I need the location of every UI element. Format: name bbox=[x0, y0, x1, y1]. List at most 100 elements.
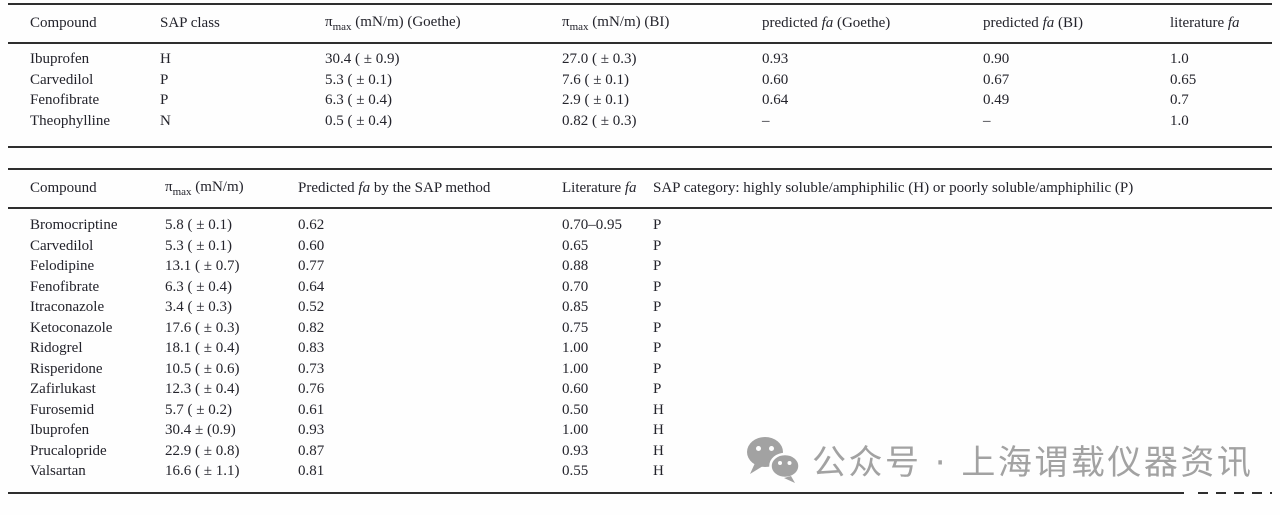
rule-solid-segment bbox=[8, 491, 1184, 494]
watermark: 公众号 · 上海谓载仪器资讯 bbox=[744, 434, 1253, 484]
table-row: Felodipine 13.1 ( ± 0.7) 0.77 0.88 P bbox=[8, 256, 1272, 277]
table-cell: 30.4 ± (0.9) bbox=[165, 422, 236, 438]
table-cell: P bbox=[653, 237, 662, 254]
table-row: Ibuprofen 30.4 ± (0.9) 0.93 1.00 H bbox=[8, 420, 1272, 441]
table-row: Furosemid 5.7 ( ± 0.2) 0.61 0.50 H bbox=[8, 400, 1272, 421]
table-cell: Ketoconazole bbox=[30, 319, 113, 336]
table-cell: 1.00 bbox=[562, 360, 589, 377]
table-row: Itraconazole 3.4 ( ± 0.3) 0.52 0.85 P bbox=[8, 297, 1272, 318]
table-cell: 0.81 bbox=[298, 463, 325, 479]
table-cell: 0.82 bbox=[298, 319, 325, 336]
table-cell: 0.70 bbox=[562, 278, 589, 295]
table-cell: 6.3 ( ± 0.4) bbox=[325, 92, 392, 108]
table-cell: P bbox=[160, 92, 169, 108]
table-row: Fenofibrate P 6.3 ( ± 0.4) 2.9 ( ± 0.1) 0.64… bbox=[8, 90, 1272, 111]
col-header-predicted-fa-sap: Predicted fa by the SAP method bbox=[298, 180, 491, 196]
table-cell: 16.6 ( ± 1.1) bbox=[165, 463, 240, 479]
table-cell: 1.00 bbox=[562, 422, 589, 438]
table-cell: 1.0 bbox=[1170, 112, 1189, 129]
table-row: Bromocriptine 5.8 ( ± 0.1) 0.62 0.70–0.95 P bbox=[8, 215, 1272, 236]
table-cell: Fenofibrate bbox=[30, 278, 100, 295]
table-row: Valsartan 16.6 ( ± 1.1) 0.81 0.55 H bbox=[8, 461, 1272, 482]
table-cell: Ibuprofen bbox=[30, 51, 90, 67]
table-cell: P bbox=[653, 258, 662, 274]
table-cell: Carvedilol bbox=[30, 237, 94, 254]
table-cell: 10.5 ( ± 0.6) bbox=[165, 360, 240, 377]
table-row: Prucalopride 22.9 ( ± 0.8) 0.87 0.93 H bbox=[8, 441, 1272, 462]
col-header-sap-class: SAP class bbox=[160, 15, 220, 31]
wechat-icon bbox=[744, 435, 802, 483]
table2-header-row: Compound πmax (mN/m) Predicted fa by the… bbox=[8, 170, 1272, 209]
table-cell: H bbox=[653, 442, 664, 459]
table-cell: 1.00 bbox=[562, 340, 589, 356]
table-cell: 0.65 bbox=[562, 237, 589, 254]
table-cell: Bromocriptine bbox=[30, 217, 118, 233]
table-cell: 0.76 bbox=[298, 381, 325, 397]
table-cell: 0.55 bbox=[562, 463, 589, 479]
table-cell: – bbox=[762, 112, 770, 129]
table-cell: 22.9 ( ± 0.8) bbox=[165, 442, 240, 459]
col-header-literature-fa: literature fa bbox=[1170, 15, 1240, 31]
table-row: Carvedilol P 5.3 ( ± 0.1) 7.6 ( ± 0.1) 0.60 0… bbox=[8, 70, 1272, 91]
table-cell: 0.7 bbox=[1170, 92, 1189, 108]
col-header-sap-category: SAP category: highly soluble/amphiphilic… bbox=[653, 180, 1134, 196]
table-cell: 5.3 ( ± 0.1) bbox=[325, 71, 392, 88]
table-cell: 0.60 bbox=[762, 71, 789, 88]
table-cell: H bbox=[653, 463, 664, 479]
table-cell: 0.87 bbox=[298, 442, 325, 459]
table-cell: P bbox=[653, 360, 662, 377]
table-row: Ketoconazole 17.6 ( ± 0.3) 0.82 0.75 P bbox=[8, 318, 1272, 339]
table-cell: 0.60 bbox=[562, 381, 589, 397]
table-cell: 12.3 ( ± 0.4) bbox=[165, 381, 240, 397]
table-cell: 0.93 bbox=[562, 442, 589, 459]
table-cell: Ridogrel bbox=[30, 340, 83, 356]
table-cell: Theophylline bbox=[30, 112, 110, 129]
col-header-pimax-bi: πmax (mN/m) (BI) bbox=[562, 14, 670, 33]
col-header-literature-fa: Literature fa bbox=[562, 180, 637, 196]
table-cell: 0.93 bbox=[762, 51, 789, 67]
table-cell: 18.1 ( ± 0.4) bbox=[165, 340, 240, 356]
table-cell: 13.1 ( ± 0.7) bbox=[165, 258, 240, 274]
table-cell: 0.73 bbox=[298, 360, 325, 377]
col-header-compound: Compound bbox=[30, 180, 97, 196]
table-cell: 0.49 bbox=[983, 92, 1010, 108]
table-cell: H bbox=[653, 401, 664, 418]
table-sap-method: Compound πmax (mN/m) Predicted fa by the… bbox=[8, 168, 1272, 494]
table2-body: Bromocriptine 5.8 ( ± 0.1) 0.62 0.70–0.95 P C… bbox=[8, 209, 1272, 492]
table-row: Risperidone 10.5 ( ± 0.6) 0.73 1.00 P bbox=[8, 359, 1272, 380]
table-cell: P bbox=[653, 217, 662, 233]
table-cell: 0.82 ( ± 0.3) bbox=[562, 112, 637, 129]
table-row: Ridogrel 18.1 ( ± 0.4) 0.83 1.00 P bbox=[8, 338, 1272, 359]
table-row: Zafirlukast 12.3 ( ± 0.4) 0.76 0.60 P bbox=[8, 379, 1272, 400]
table-cell: 0.64 bbox=[298, 278, 325, 295]
col-header-pimax: πmax (mN/m) bbox=[165, 179, 244, 198]
table-cell: N bbox=[160, 112, 171, 129]
table-cell: 17.6 ( ± 0.3) bbox=[165, 319, 240, 336]
rule-dashed-segment bbox=[1198, 491, 1272, 494]
table-cell: 7.6 ( ± 0.1) bbox=[562, 71, 629, 88]
table-cell: 0.62 bbox=[298, 217, 325, 233]
table-cell: 0.93 bbox=[298, 422, 325, 438]
table1-body: Ibuprofen H 30.4 ( ± 0.9) 27.0 ( ± 0.3) 0.93… bbox=[8, 44, 1272, 146]
table-cell: 0.67 bbox=[983, 71, 1010, 88]
table-cell: 5.3 ( ± 0.1) bbox=[165, 237, 232, 254]
table-cell: Risperidone bbox=[30, 360, 103, 377]
table-cell: 0.75 bbox=[562, 319, 589, 336]
col-header-predicted-fa-goethe: predicted fa (Goethe) bbox=[762, 15, 891, 31]
table-cell: 0.70–0.95 bbox=[562, 217, 622, 233]
col-header-pimax-goethe: πmax (mN/m) (Goethe) bbox=[325, 14, 461, 33]
table-cell: 0.88 bbox=[562, 258, 589, 274]
table-cell: 2.9 ( ± 0.1) bbox=[562, 92, 629, 108]
table-cell: Ibuprofen bbox=[30, 422, 90, 438]
table-cell: 0.52 bbox=[298, 299, 325, 315]
table-cell: 30.4 ( ± 0.9) bbox=[325, 51, 400, 67]
table-cell: 6.3 ( ± 0.4) bbox=[165, 278, 232, 295]
table-cell: 0.60 bbox=[298, 237, 325, 254]
table-cell: P bbox=[160, 71, 169, 88]
table-cell: P bbox=[653, 381, 662, 397]
table-row: Fenofibrate 6.3 ( ± 0.4) 0.64 0.70 P bbox=[8, 277, 1272, 298]
table-cell: Carvedilol bbox=[30, 71, 94, 88]
table-cell: Fenofibrate bbox=[30, 92, 100, 108]
table-cell: 5.7 ( ± 0.2) bbox=[165, 401, 232, 418]
col-header-predicted-fa-bi: predicted fa (BI) bbox=[983, 15, 1083, 31]
